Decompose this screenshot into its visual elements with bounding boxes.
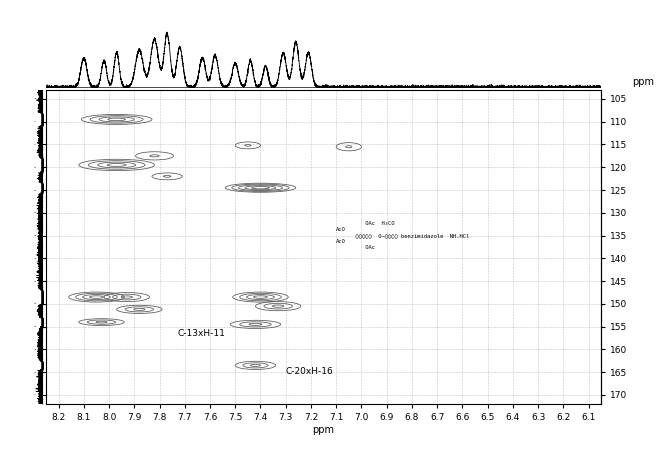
X-axis label: ppm: ppm — [313, 425, 334, 435]
Text: ppm: ppm — [631, 77, 654, 87]
Text: OAc  H₃CO
AcO
      ○○○○○  O—○○○○ benzimidazole  NH.HCl
AcO
         OAc: OAc H₃CO AcO ○○○○○ O—○○○○ benzimidazole … — [336, 221, 470, 250]
Text: C-13xH-11: C-13xH-11 — [177, 329, 225, 338]
Text: C-20xH-16: C-20xH-16 — [286, 367, 334, 376]
